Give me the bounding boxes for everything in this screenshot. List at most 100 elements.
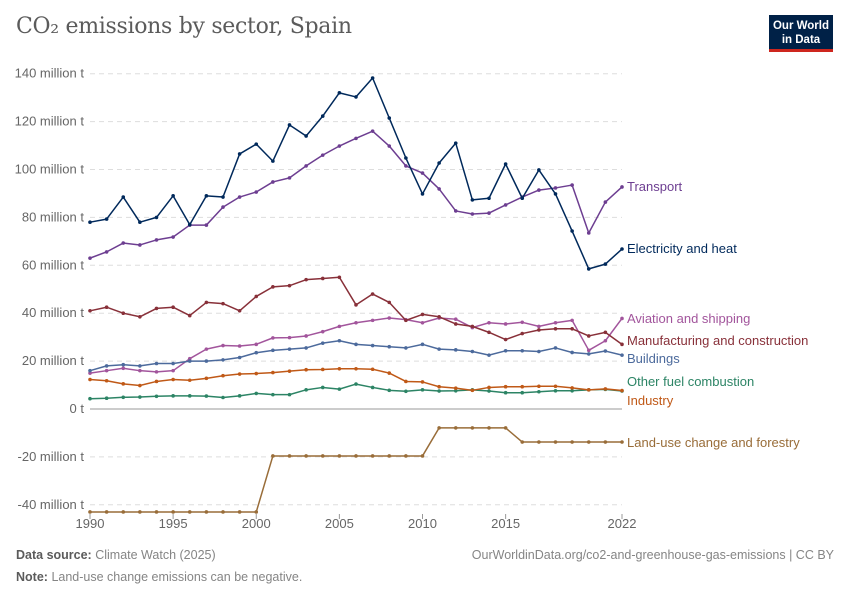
y-tick-label: 120 million t xyxy=(15,114,85,129)
data-point xyxy=(187,359,192,363)
data-point xyxy=(487,385,491,390)
data-point xyxy=(537,324,541,329)
data-point xyxy=(237,309,242,313)
data-point xyxy=(204,223,209,227)
data-point xyxy=(254,510,259,514)
source-text[interactable]: Climate Watch (2025) xyxy=(95,548,216,562)
data-point xyxy=(370,385,375,390)
data-point xyxy=(320,114,325,118)
y-tick-label: -20 million t xyxy=(18,449,85,464)
data-point xyxy=(204,347,209,351)
data-point xyxy=(221,373,225,378)
data-point xyxy=(287,335,292,340)
data-point xyxy=(404,346,408,350)
data-point xyxy=(537,440,541,444)
data-point xyxy=(620,440,624,444)
data-point xyxy=(570,440,574,444)
data-point xyxy=(254,294,259,299)
data-point xyxy=(337,454,342,458)
data-point xyxy=(586,352,591,356)
data-point xyxy=(503,349,508,353)
data-point xyxy=(404,318,408,323)
data-point xyxy=(603,330,608,335)
data-point xyxy=(88,309,92,313)
data-point xyxy=(503,322,508,326)
data-point xyxy=(453,348,458,352)
data-point xyxy=(287,176,292,180)
x-tick-label: 2000 xyxy=(242,516,271,531)
data-point xyxy=(620,185,624,189)
data-point xyxy=(487,353,491,357)
data-point xyxy=(121,382,126,386)
data-point xyxy=(354,320,358,325)
data-point xyxy=(354,136,358,141)
data-point xyxy=(320,385,325,390)
data-point xyxy=(138,383,142,388)
data-point xyxy=(620,388,624,393)
data-point xyxy=(138,395,142,399)
data-point xyxy=(553,326,558,331)
data-point xyxy=(420,342,425,347)
data-point xyxy=(171,394,175,398)
data-point xyxy=(570,386,574,390)
data-point xyxy=(453,209,458,213)
data-point xyxy=(171,194,175,198)
data-point xyxy=(337,324,342,329)
data-point xyxy=(520,440,525,444)
data-point xyxy=(503,426,508,430)
data-point xyxy=(570,350,574,355)
data-point xyxy=(520,349,525,353)
data-point xyxy=(603,200,608,204)
source-url[interactable]: OurWorldinData.org/co2-and-greenhouse-ga… xyxy=(471,548,834,562)
data-point xyxy=(487,389,491,393)
data-point xyxy=(171,510,175,514)
data-point xyxy=(437,384,441,389)
data-point xyxy=(154,361,159,366)
data-point xyxy=(337,91,342,95)
data-point xyxy=(204,510,209,514)
data-point xyxy=(320,454,325,458)
data-point xyxy=(520,196,525,201)
data-point xyxy=(320,276,325,281)
data-point xyxy=(271,180,275,184)
data-point xyxy=(204,376,209,381)
data-point xyxy=(287,392,292,397)
data-point xyxy=(138,243,142,247)
data-point xyxy=(287,347,292,351)
data-point xyxy=(370,76,375,80)
data-source: Data source: Climate Watch (2025) xyxy=(16,548,216,562)
data-point xyxy=(470,388,475,393)
data-point xyxy=(387,144,392,148)
data-point xyxy=(121,241,126,245)
data-point xyxy=(387,388,392,393)
data-point xyxy=(620,247,624,251)
data-point xyxy=(304,367,308,372)
data-point xyxy=(470,349,475,354)
y-tick-label: 100 million t xyxy=(15,162,85,177)
data-point xyxy=(304,164,308,168)
data-point xyxy=(453,426,458,430)
data-point xyxy=(237,372,242,376)
data-point xyxy=(337,338,342,343)
data-point xyxy=(354,303,358,307)
data-point xyxy=(254,391,259,396)
data-point xyxy=(453,386,458,390)
data-point xyxy=(603,349,608,353)
data-point xyxy=(104,305,109,310)
owid-logo[interactable]: Our World in Data xyxy=(769,15,833,52)
data-point xyxy=(503,337,508,342)
data-point xyxy=(370,129,375,133)
data-point xyxy=(553,346,558,350)
data-point xyxy=(586,267,591,271)
y-tick-label: 0 t xyxy=(70,401,85,416)
chart-title: CO₂ emissions by sector, Spain xyxy=(16,14,352,39)
source-label: Data source: xyxy=(16,548,92,562)
data-point xyxy=(187,394,192,398)
y-tick-label: -40 million t xyxy=(18,497,85,512)
data-point xyxy=(88,368,92,373)
data-point xyxy=(237,394,242,398)
x-tick-label: 2005 xyxy=(325,516,354,531)
data-point xyxy=(187,510,192,514)
data-point xyxy=(354,95,358,99)
